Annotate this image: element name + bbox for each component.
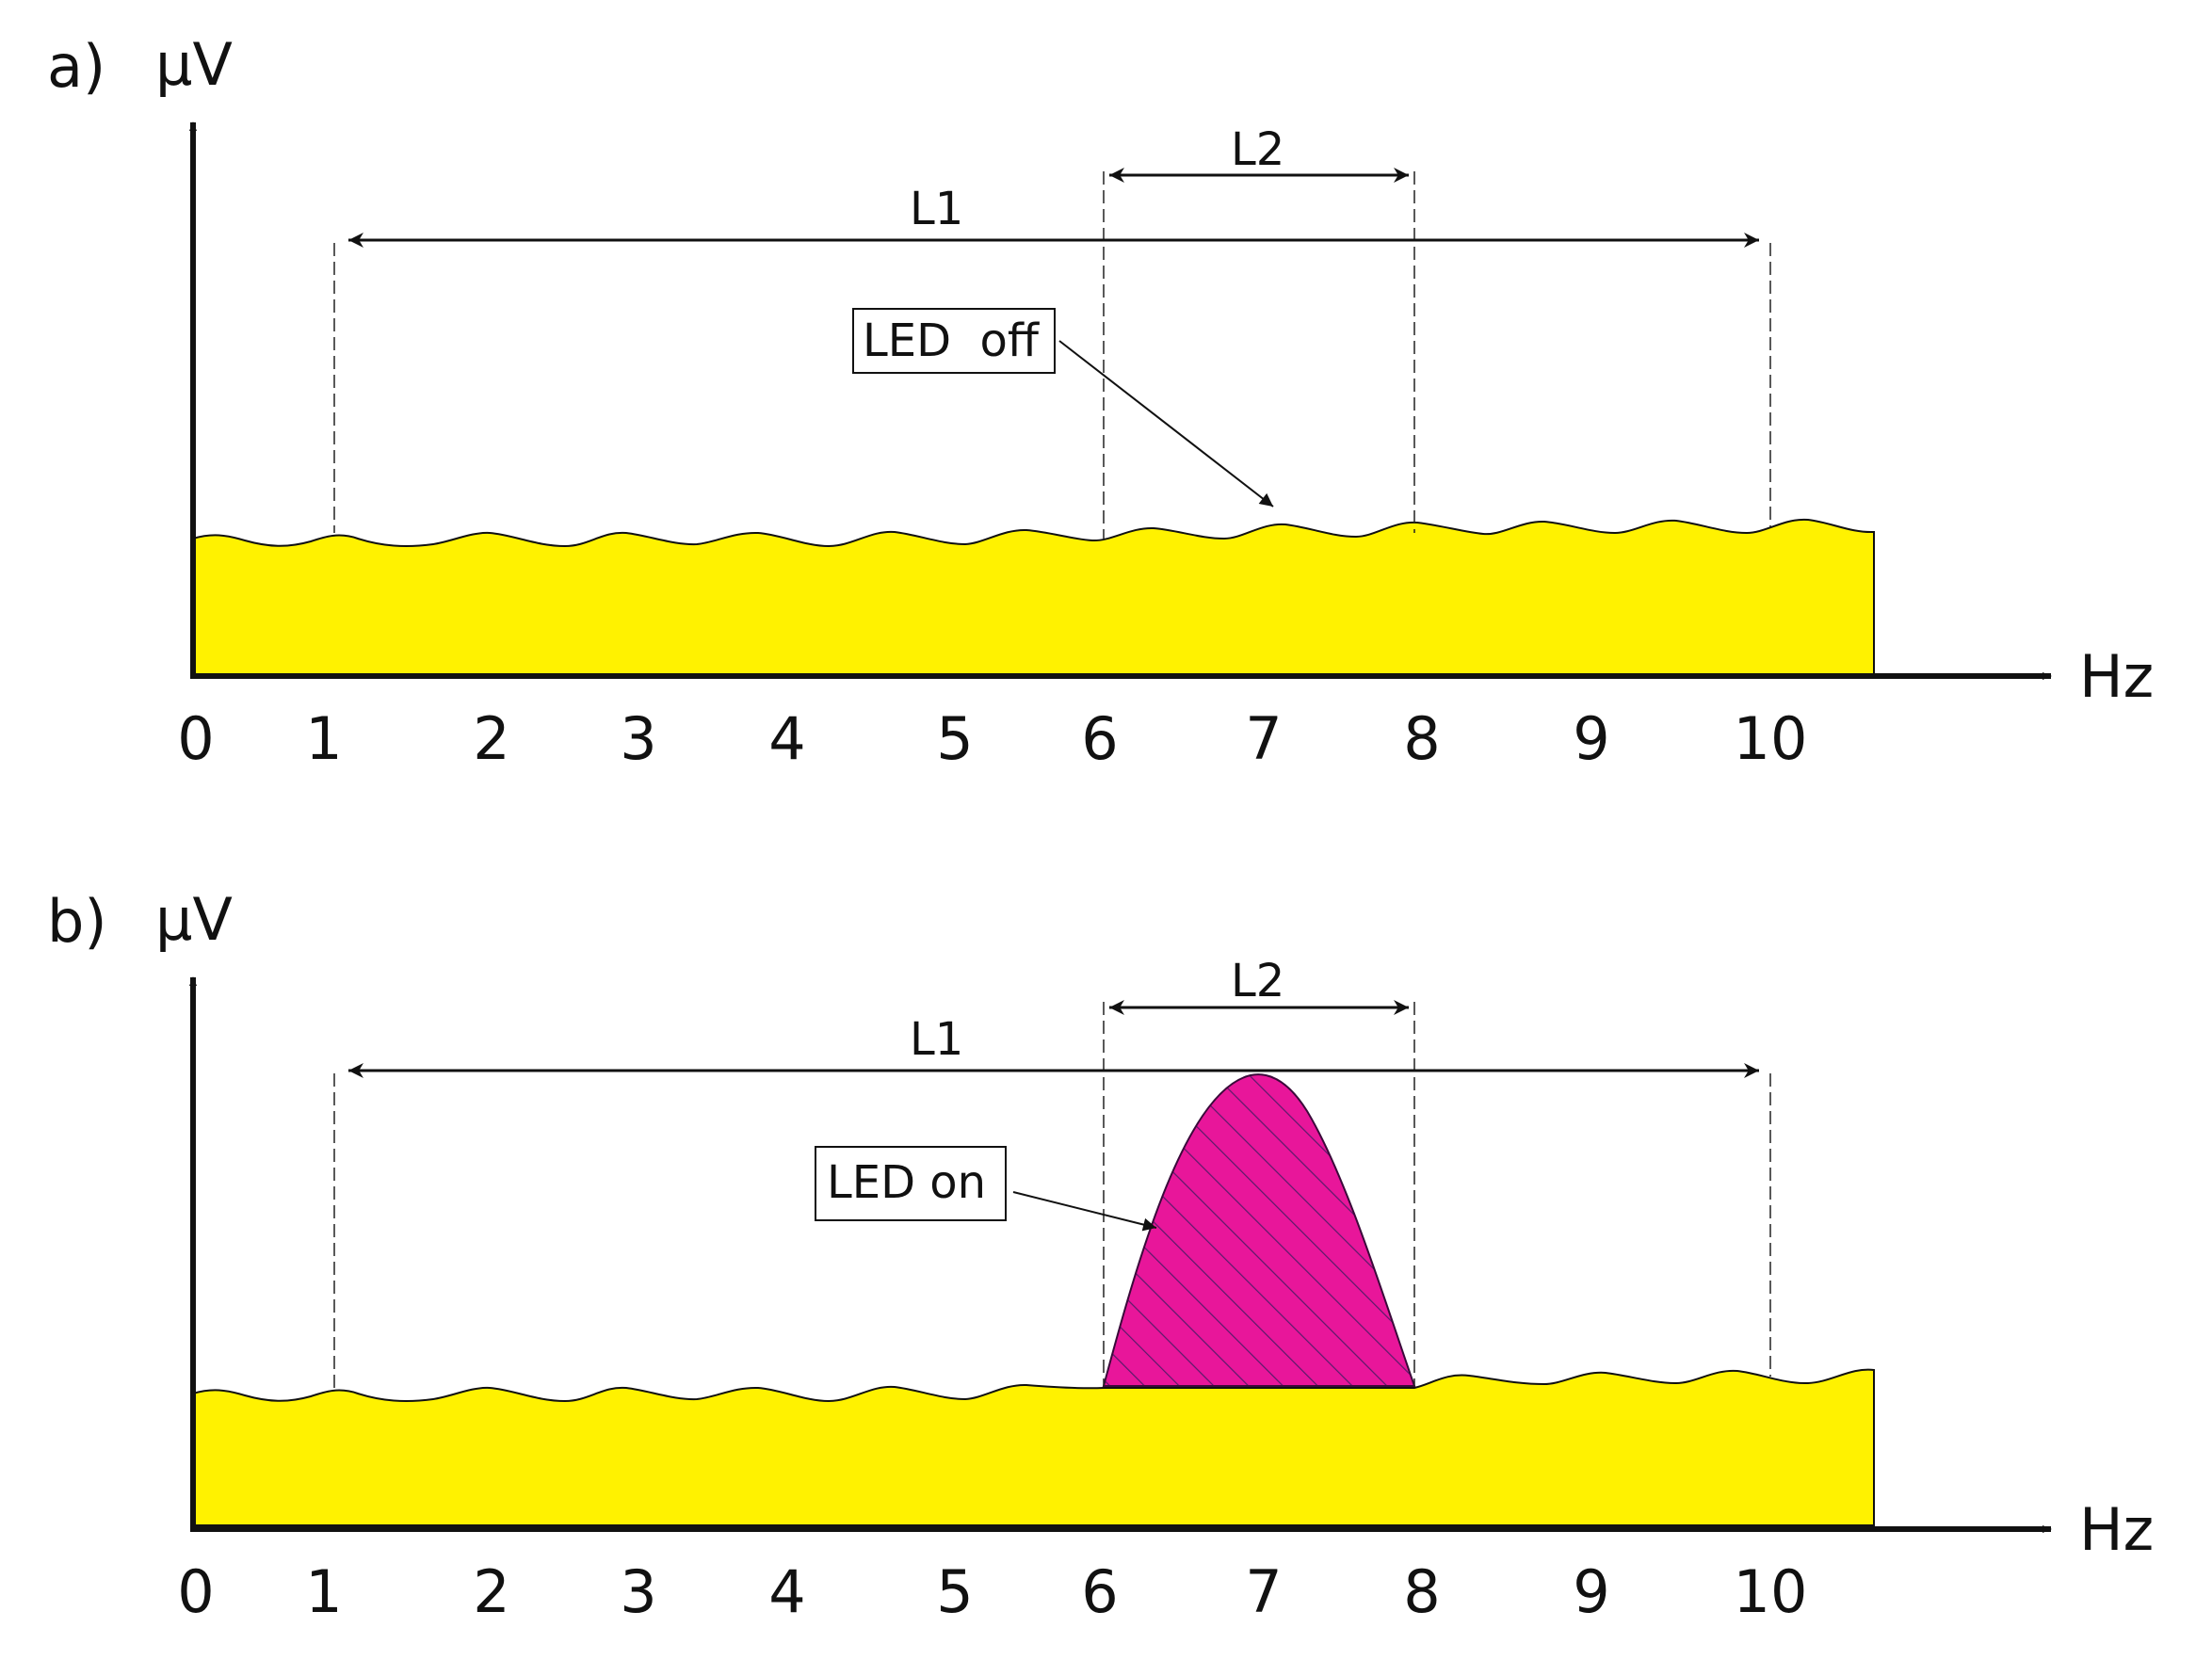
panel-a-tick-10: 10 <box>1734 704 1808 773</box>
panel-a-callout-box <box>852 308 1056 374</box>
panel-a-y-unit: µV <box>155 30 233 99</box>
panel-a-label: a) <box>47 32 105 101</box>
panel-b-tick-7: 7 <box>1245 1557 1282 1626</box>
panel-b-label: b) <box>47 887 107 956</box>
panel-a-tick-5: 5 <box>936 704 973 773</box>
panel-b-callout-text: LED on <box>827 1156 986 1209</box>
panel-b-y-unit: µV <box>155 885 233 954</box>
panel-b-l1-label: L1 <box>910 1013 963 1066</box>
panel-a-callout-text: LED off <box>863 314 1040 367</box>
panel-a-x-unit: Hz <box>2079 642 2154 711</box>
panel-b-tick-10: 10 <box>1734 1557 1808 1626</box>
panel-b-tick-8: 8 <box>1403 1557 1440 1626</box>
panel-b-tick-4: 4 <box>768 1557 805 1626</box>
panel-b-callout-box <box>815 1146 1007 1221</box>
panel-b-tick-1: 1 <box>305 1557 342 1626</box>
panel-a-tick-1: 1 <box>305 704 342 773</box>
panel-a-l1-label: L1 <box>910 183 963 235</box>
panel-b: b) µV L1 L2 LED on Hz 0 1 2 3 4 5 6 7 <box>47 885 2154 1626</box>
panel-b-tick-5: 5 <box>936 1557 973 1626</box>
panel-a-noise-area <box>192 518 1875 675</box>
panel-b-l2-label: L2 <box>1231 955 1284 1007</box>
panel-b-x-unit: Hz <box>2079 1495 2154 1564</box>
panel-b-tick-2: 2 <box>473 1557 509 1626</box>
panel-b-tick-0: 0 <box>177 1557 214 1626</box>
panel-a-callout-arrow <box>1058 340 1274 508</box>
panel-a-tick-3: 3 <box>620 704 656 773</box>
panel-a-tick-9: 9 <box>1573 704 1609 773</box>
panel-a-l2-label: L2 <box>1231 123 1284 176</box>
panel-b-tick-9: 9 <box>1573 1557 1609 1626</box>
panel-b-tick-3: 3 <box>620 1557 656 1626</box>
panel-a-tick-6: 6 <box>1081 704 1118 773</box>
panel-a-tick-8: 8 <box>1403 704 1440 773</box>
panel-b-callout-arrow <box>1012 1191 1157 1232</box>
panel-b-peak <box>1102 1073 1416 1387</box>
panel-a-tick-0: 0 <box>177 704 214 773</box>
panel-b-noise-area <box>192 1368 1875 1526</box>
panel-b-tick-6: 6 <box>1081 1557 1118 1626</box>
panel-a: a) µV L1 L2 LED off Hz 0 1 2 3 4 5 6 7 8… <box>47 30 2154 773</box>
panel-a-tick-4: 4 <box>768 704 805 773</box>
panel-a-tick-2: 2 <box>473 704 509 773</box>
panel-a-tick-7: 7 <box>1245 704 1282 773</box>
